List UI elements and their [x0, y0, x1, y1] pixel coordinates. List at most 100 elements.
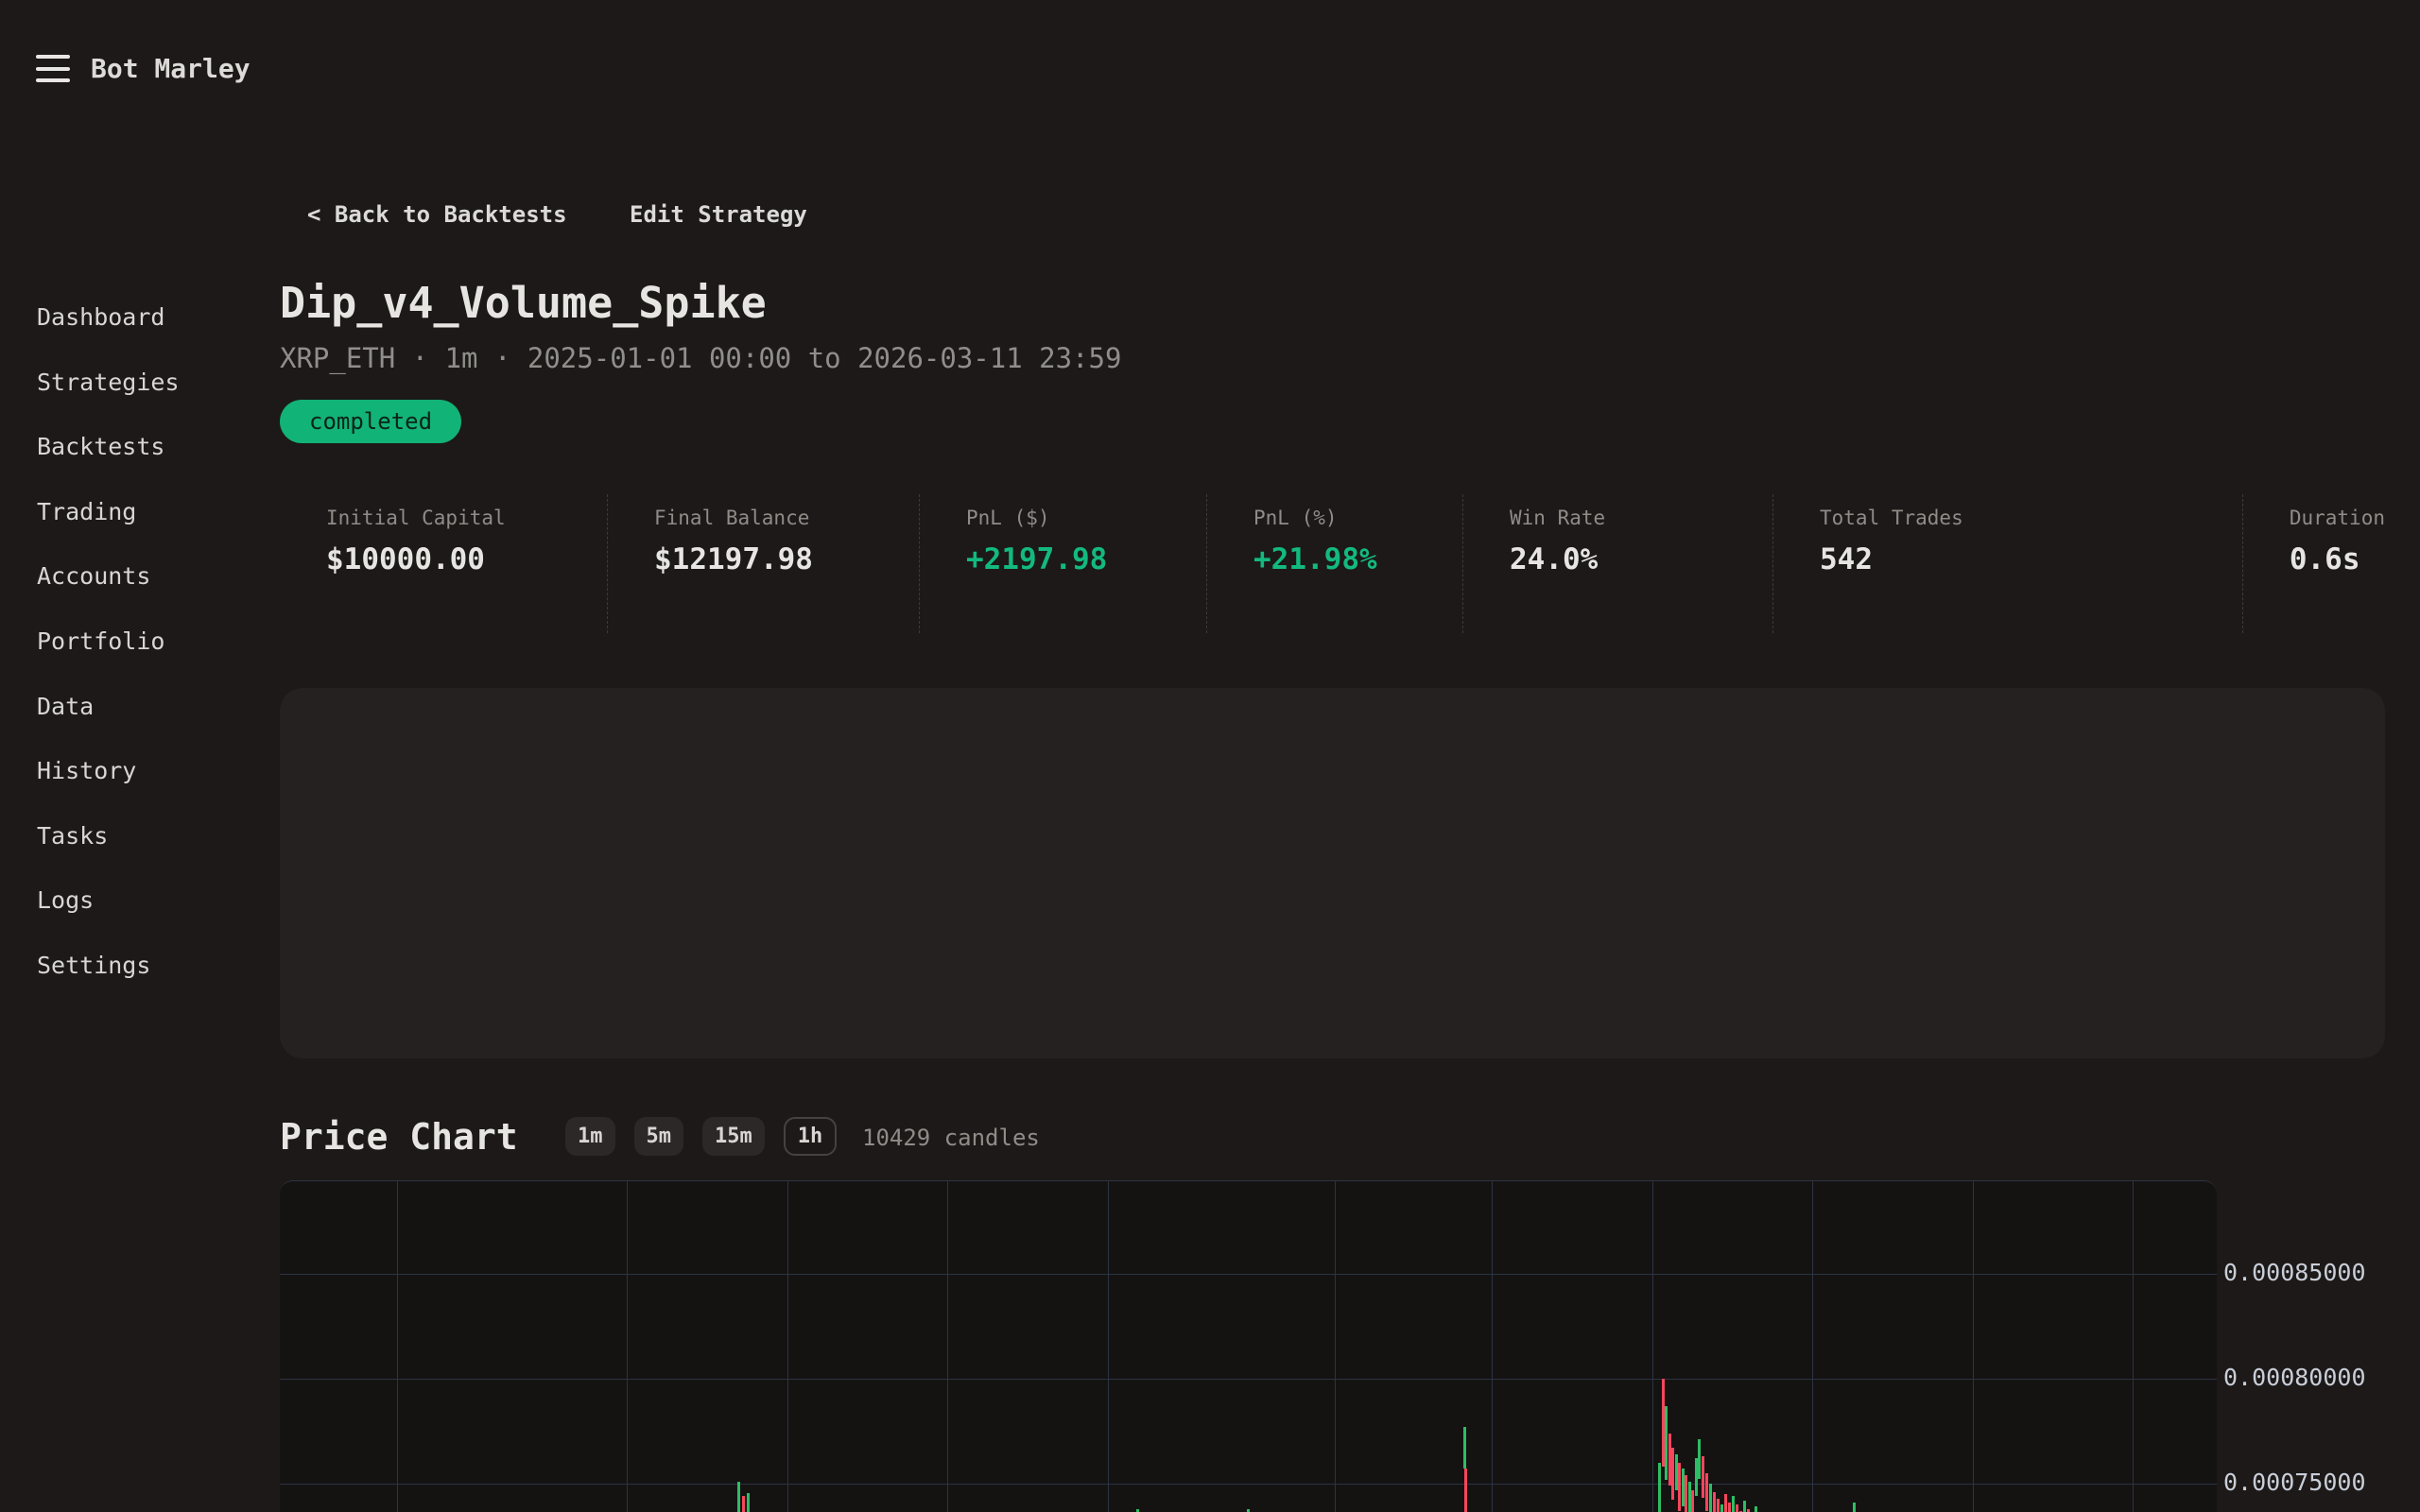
sidebar-item[interactable]: Backtests — [0, 415, 280, 480]
edit-strategy-link[interactable]: Edit Strategy — [630, 201, 807, 228]
candle-red — [1736, 1504, 1738, 1512]
timeframe-button[interactable]: 5m — [633, 1117, 683, 1156]
sidebar-item-label: Trading — [37, 497, 137, 525]
y-axis-tick-label: 0.00080000 — [2223, 1364, 2366, 1391]
grid-line-vertical — [1973, 1181, 1974, 1512]
candle-green — [747, 1493, 750, 1512]
timeframe-button[interactable]: 15m — [702, 1117, 765, 1156]
candle-green — [1675, 1454, 1678, 1490]
stats-strip: Initial Capital $10000.00 Final Balance … — [280, 494, 2385, 633]
timeframe-button[interactable]: 1m — [565, 1117, 615, 1156]
sidebar-item[interactable]: Settings — [0, 934, 280, 999]
candle-green — [1658, 1463, 1661, 1512]
stat-item: Initial Capital $10000.00 — [280, 494, 607, 633]
candle-green — [1698, 1439, 1701, 1479]
candle-red — [1662, 1379, 1665, 1467]
grid-line-vertical — [2133, 1181, 2134, 1512]
sidebar-item-label: Accounts — [37, 562, 151, 591]
grid-line-vertical — [627, 1181, 628, 1512]
back-to-backtests-link[interactable]: < Back to Backtests — [307, 201, 567, 228]
grid-line-vertical — [787, 1181, 788, 1512]
price-chart-title: Price Chart — [280, 1116, 518, 1158]
sidebar-item[interactable]: Data — [0, 675, 280, 740]
candle-red — [1747, 1509, 1750, 1512]
candle-red — [1705, 1473, 1708, 1511]
candle-green — [1682, 1469, 1685, 1506]
sidebar-item[interactable]: History — [0, 739, 280, 804]
sidebar-item-label: Logs — [37, 886, 95, 915]
price-chart-plot[interactable] — [280, 1180, 2217, 1512]
candle-red — [1717, 1499, 1720, 1512]
sidebar-item[interactable]: Trading — [0, 480, 280, 545]
stat-value: $12197.98 — [654, 542, 813, 576]
candle-green — [1247, 1509, 1250, 1512]
candle-red — [1685, 1475, 1687, 1512]
stat-item: Total Trades 542 — [1772, 494, 2242, 633]
candle-red — [1678, 1463, 1681, 1511]
candle-green — [1853, 1503, 1856, 1512]
candle-red — [1724, 1494, 1727, 1512]
sidebar-item-label: Portfolio — [37, 627, 165, 655]
grid-line-vertical — [1492, 1181, 1493, 1512]
sidebar-item[interactable]: Portfolio — [0, 610, 280, 675]
stat-label: PnL ($) — [966, 507, 1050, 529]
stat-value: 0.6s — [2289, 542, 2360, 576]
stat-label: Final Balance — [654, 507, 810, 529]
candle-red — [1691, 1490, 1694, 1512]
candle-green — [737, 1482, 740, 1512]
stat-value: $10000.00 — [326, 542, 485, 576]
candle-green — [1720, 1504, 1723, 1512]
y-axis-tick-label: 0.00085000 — [2223, 1259, 2366, 1286]
sidebar-item-label: Settings — [37, 951, 151, 979]
grid-line-vertical — [1335, 1181, 1336, 1512]
stat-value: 24.0% — [1510, 542, 1599, 576]
candle-red — [1464, 1469, 1467, 1512]
grid-line-vertical — [947, 1181, 948, 1512]
sidebar-item[interactable]: Logs — [0, 868, 280, 934]
candle-green — [1665, 1406, 1668, 1480]
stat-label: Duration — [2289, 507, 2385, 529]
candle-red — [1702, 1456, 1704, 1498]
stat-label: Initial Capital — [326, 507, 506, 529]
stat-item: Win Rate 24.0% — [1462, 494, 1772, 633]
stat-value: +21.98% — [1253, 542, 1377, 576]
candle-green — [1709, 1484, 1712, 1512]
stat-item: Duration 0.6s — [2241, 494, 2385, 633]
grid-line-vertical — [1652, 1181, 1653, 1512]
candle-red — [1713, 1492, 1716, 1512]
timeframe-buttons: 1m 5m 15m 1h — [565, 1117, 838, 1156]
candle-green — [1754, 1506, 1757, 1512]
grid-line-horizontal — [280, 1274, 2217, 1275]
sidebar-item[interactable]: Dashboard — [0, 285, 280, 351]
app-title: Bot Marley — [91, 53, 251, 84]
candle-green — [1688, 1482, 1691, 1512]
stat-item: Final Balance $12197.98 — [607, 494, 919, 633]
page-title: Dip_v4_Volume_Spike — [280, 278, 767, 328]
stat-value: 542 — [1820, 542, 1873, 576]
stat-item: PnL (%) +21.98% — [1206, 494, 1462, 633]
status-badge: completed — [280, 400, 462, 443]
sidebar-item-label: History — [37, 757, 137, 785]
sidebar-item[interactable]: Strategies — [0, 351, 280, 416]
price-chart-y-axis: 0.00085000 0.00080000 0.00075000 — [2223, 1180, 2412, 1512]
sidebar-item-label: Strategies — [37, 368, 180, 396]
stat-item: PnL ($) +2197.98 — [919, 494, 1206, 633]
candle-green — [1743, 1501, 1746, 1512]
grid-line-vertical — [1812, 1181, 1813, 1512]
sidebar: Dashboard Strategies Backtests Trading A… — [0, 285, 280, 999]
sidebar-item[interactable]: Tasks — [0, 804, 280, 869]
y-axis-tick-label: 0.00075000 — [2223, 1469, 2366, 1496]
sidebar-item[interactable]: Accounts — [0, 544, 280, 610]
candle-red — [1668, 1434, 1671, 1486]
stat-value: +2197.98 — [966, 542, 1108, 576]
grid-line-horizontal — [280, 1379, 2217, 1380]
candle-green — [1136, 1509, 1139, 1512]
menu-icon[interactable] — [36, 55, 70, 82]
candles-count-label: 10429 candles — [862, 1125, 1040, 1151]
sidebar-item-label: Data — [37, 692, 95, 720]
sidebar-item-label: Backtests — [37, 433, 165, 461]
candle-green — [1695, 1458, 1698, 1496]
candle-red — [742, 1496, 745, 1512]
candle-green — [1463, 1427, 1466, 1469]
timeframe-button[interactable]: 1h — [783, 1117, 838, 1156]
